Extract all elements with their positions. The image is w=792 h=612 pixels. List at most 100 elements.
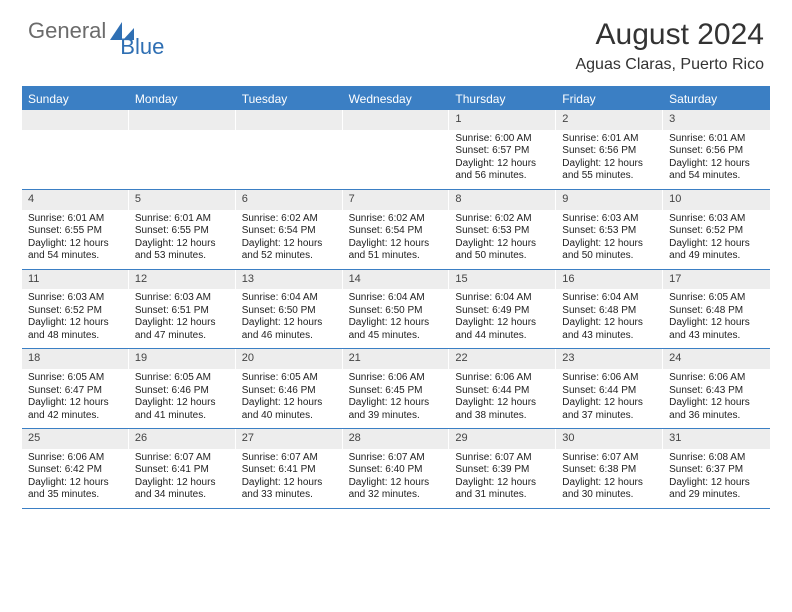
daylight-text: Daylight: 12 hours and 44 minutes. [455, 317, 550, 342]
day-details: Sunrise: 6:06 AMSunset: 6:44 PMDaylight:… [449, 369, 556, 428]
daylight-text: Daylight: 12 hours and 46 minutes. [242, 317, 337, 342]
location: Aguas Claras, Puerto Rico [575, 56, 764, 74]
sunset-text: Sunset: 6:44 PM [562, 385, 657, 398]
daylight-text: Daylight: 12 hours and 40 minutes. [242, 397, 337, 422]
day-details: Sunrise: 6:01 AMSunset: 6:56 PMDaylight:… [556, 130, 663, 189]
day-number: 28 [343, 429, 450, 449]
day-details: Sunrise: 6:04 AMSunset: 6:50 PMDaylight:… [343, 289, 450, 348]
day-number: 8 [449, 190, 556, 210]
daylight-text: Daylight: 12 hours and 36 minutes. [669, 397, 764, 422]
day-number: 21 [343, 349, 450, 369]
calendar-cell: 11Sunrise: 6:03 AMSunset: 6:52 PMDayligh… [22, 270, 129, 349]
calendar-cell [129, 110, 236, 189]
day-number: 24 [663, 349, 770, 369]
sunrise-text: Sunrise: 6:03 AM [135, 292, 230, 305]
sunrise-text: Sunrise: 6:05 AM [669, 292, 764, 305]
daylight-text: Daylight: 12 hours and 53 minutes. [135, 238, 230, 263]
calendar-cell: 19Sunrise: 6:05 AMSunset: 6:46 PMDayligh… [129, 349, 236, 428]
daylight-text: Daylight: 12 hours and 55 minutes. [562, 158, 657, 183]
day-details [236, 130, 343, 188]
day-details: Sunrise: 6:03 AMSunset: 6:52 PMDaylight:… [663, 210, 770, 269]
calendar-cell: 25Sunrise: 6:06 AMSunset: 6:42 PMDayligh… [22, 429, 129, 508]
sunset-text: Sunset: 6:43 PM [669, 385, 764, 398]
daylight-text: Daylight: 12 hours and 54 minutes. [669, 158, 764, 183]
calendar-cell: 16Sunrise: 6:04 AMSunset: 6:48 PMDayligh… [556, 270, 663, 349]
calendar-cell: 10Sunrise: 6:03 AMSunset: 6:52 PMDayligh… [663, 190, 770, 269]
sunrise-text: Sunrise: 6:01 AM [669, 133, 764, 146]
calendar-cell [236, 110, 343, 189]
daylight-text: Daylight: 12 hours and 39 minutes. [349, 397, 444, 422]
sunset-text: Sunset: 6:53 PM [562, 225, 657, 238]
day-details: Sunrise: 6:00 AMSunset: 6:57 PMDaylight:… [449, 130, 556, 189]
calendar-cell: 6Sunrise: 6:02 AMSunset: 6:54 PMDaylight… [236, 190, 343, 269]
sunset-text: Sunset: 6:54 PM [349, 225, 444, 238]
day-details: Sunrise: 6:07 AMSunset: 6:41 PMDaylight:… [236, 449, 343, 508]
calendar-cell: 24Sunrise: 6:06 AMSunset: 6:43 PMDayligh… [663, 349, 770, 428]
daylight-text: Daylight: 12 hours and 41 minutes. [135, 397, 230, 422]
day-number [22, 110, 129, 130]
sunrise-text: Sunrise: 6:00 AM [455, 133, 550, 146]
daylight-text: Daylight: 12 hours and 30 minutes. [562, 477, 657, 502]
sunrise-text: Sunrise: 6:06 AM [562, 372, 657, 385]
brand-logo: General Blue [28, 18, 182, 44]
day-number: 25 [22, 429, 129, 449]
day-details: Sunrise: 6:07 AMSunset: 6:39 PMDaylight:… [449, 449, 556, 508]
day-details: Sunrise: 6:04 AMSunset: 6:50 PMDaylight:… [236, 289, 343, 348]
sunset-text: Sunset: 6:51 PM [135, 305, 230, 318]
day-number: 11 [22, 270, 129, 290]
day-number: 16 [556, 270, 663, 290]
sunrise-text: Sunrise: 6:02 AM [242, 213, 337, 226]
month-title: August 2024 [575, 18, 764, 52]
week-row: 18Sunrise: 6:05 AMSunset: 6:47 PMDayligh… [22, 349, 770, 429]
day-details: Sunrise: 6:04 AMSunset: 6:49 PMDaylight:… [449, 289, 556, 348]
day-number: 4 [22, 190, 129, 210]
day-details: Sunrise: 6:03 AMSunset: 6:53 PMDaylight:… [556, 210, 663, 269]
day-number: 15 [449, 270, 556, 290]
day-details: Sunrise: 6:05 AMSunset: 6:48 PMDaylight:… [663, 289, 770, 348]
calendar-cell: 29Sunrise: 6:07 AMSunset: 6:39 PMDayligh… [449, 429, 556, 508]
sunset-text: Sunset: 6:45 PM [349, 385, 444, 398]
sunrise-text: Sunrise: 6:07 AM [135, 452, 230, 465]
calendar-cell: 17Sunrise: 6:05 AMSunset: 6:48 PMDayligh… [663, 270, 770, 349]
daylight-text: Daylight: 12 hours and 37 minutes. [562, 397, 657, 422]
sunset-text: Sunset: 6:50 PM [242, 305, 337, 318]
day-details: Sunrise: 6:01 AMSunset: 6:55 PMDaylight:… [22, 210, 129, 269]
brand-text-general: General [28, 18, 106, 44]
sunrise-text: Sunrise: 6:07 AM [242, 452, 337, 465]
sunrise-text: Sunrise: 6:04 AM [455, 292, 550, 305]
day-details: Sunrise: 6:07 AMSunset: 6:41 PMDaylight:… [129, 449, 236, 508]
calendar-cell: 2Sunrise: 6:01 AMSunset: 6:56 PMDaylight… [556, 110, 663, 189]
sunrise-text: Sunrise: 6:01 AM [135, 213, 230, 226]
calendar-cell [343, 110, 450, 189]
sunset-text: Sunset: 6:37 PM [669, 464, 764, 477]
weekday-label: Monday [129, 88, 236, 110]
day-number: 7 [343, 190, 450, 210]
day-details: Sunrise: 6:06 AMSunset: 6:43 PMDaylight:… [663, 369, 770, 428]
sunrise-text: Sunrise: 6:05 AM [135, 372, 230, 385]
calendar-cell: 31Sunrise: 6:08 AMSunset: 6:37 PMDayligh… [663, 429, 770, 508]
calendar-cell: 13Sunrise: 6:04 AMSunset: 6:50 PMDayligh… [236, 270, 343, 349]
day-number: 14 [343, 270, 450, 290]
daylight-text: Daylight: 12 hours and 33 minutes. [242, 477, 337, 502]
sunset-text: Sunset: 6:56 PM [669, 145, 764, 158]
sunrise-text: Sunrise: 6:02 AM [455, 213, 550, 226]
brand-text-blue: Blue [120, 34, 164, 60]
sunrise-text: Sunrise: 6:06 AM [28, 452, 123, 465]
day-details [129, 130, 236, 188]
weekday-header: SundayMondayTuesdayWednesdayThursdayFrid… [22, 88, 770, 110]
daylight-text: Daylight: 12 hours and 49 minutes. [669, 238, 764, 263]
day-details: Sunrise: 6:03 AMSunset: 6:51 PMDaylight:… [129, 289, 236, 348]
day-details: Sunrise: 6:04 AMSunset: 6:48 PMDaylight:… [556, 289, 663, 348]
sunrise-text: Sunrise: 6:06 AM [669, 372, 764, 385]
day-number: 23 [556, 349, 663, 369]
weekday-label: Tuesday [236, 88, 343, 110]
daylight-text: Daylight: 12 hours and 42 minutes. [28, 397, 123, 422]
sunset-text: Sunset: 6:46 PM [242, 385, 337, 398]
calendar: SundayMondayTuesdayWednesdayThursdayFrid… [22, 86, 770, 509]
title-block: August 2024 Aguas Claras, Puerto Rico [575, 18, 764, 74]
sunset-text: Sunset: 6:48 PM [562, 305, 657, 318]
daylight-text: Daylight: 12 hours and 29 minutes. [669, 477, 764, 502]
daylight-text: Daylight: 12 hours and 51 minutes. [349, 238, 444, 263]
day-details: Sunrise: 6:03 AMSunset: 6:52 PMDaylight:… [22, 289, 129, 348]
day-details: Sunrise: 6:07 AMSunset: 6:40 PMDaylight:… [343, 449, 450, 508]
